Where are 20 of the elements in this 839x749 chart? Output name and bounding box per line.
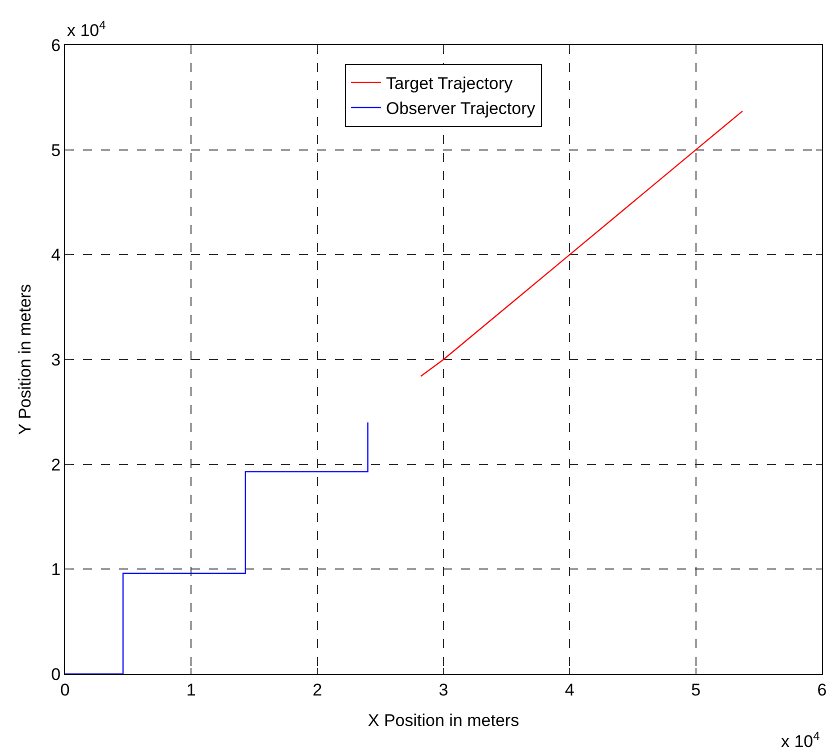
y-tick-label: 2: [51, 455, 61, 474]
y-tick-label: 3: [51, 350, 61, 370]
x-axis-title: X Position in meters: [368, 710, 520, 730]
y-tick-label: 1: [51, 560, 61, 580]
x-tick-label: 4: [564, 680, 574, 700]
text: x 10$^{4}$: [67, 18, 106, 40]
legend-label: Observer Trajectory: [386, 99, 536, 118]
line-series: [65, 422, 368, 674]
y-tick-label: 5: [51, 140, 61, 160]
text: x 10$^{4}$: [781, 729, 820, 749]
x-tick-label: 2: [312, 680, 322, 700]
x-tick-label: 1: [186, 680, 196, 700]
legend-label: Target Trajectory: [386, 74, 514, 94]
x-tick-label: 5: [691, 680, 701, 700]
y-tick-label: 6: [51, 36, 61, 55]
y-tick-label: 0: [51, 664, 61, 684]
x-tick-label: 6: [817, 680, 827, 700]
y-tick-label: 4: [51, 246, 61, 265]
y-axis-title: Y Position in meters: [16, 284, 35, 435]
x-tick-label: 3: [438, 680, 448, 700]
